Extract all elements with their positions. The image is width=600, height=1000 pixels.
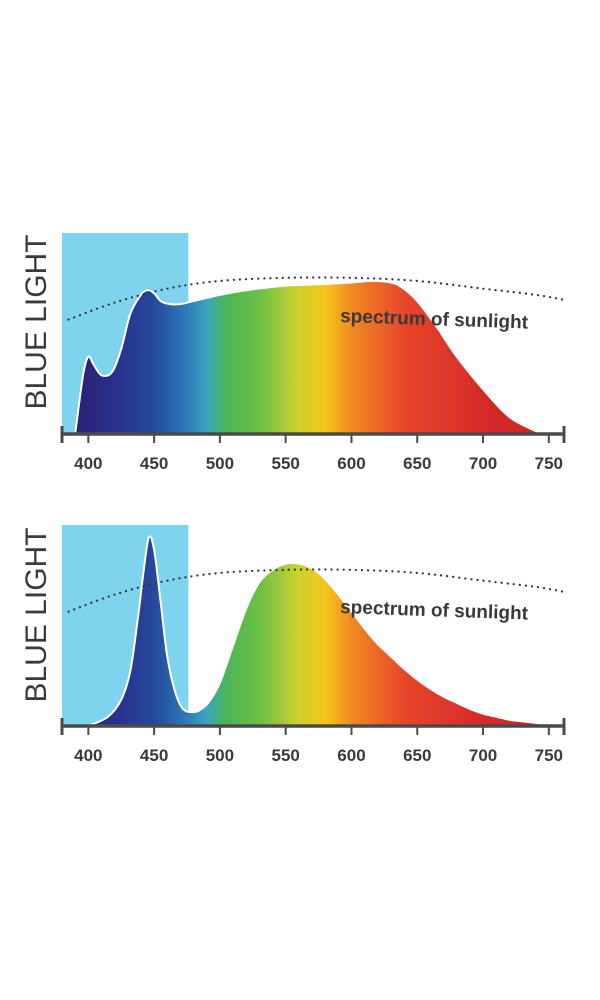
x-tick-label-650: 650: [403, 454, 431, 473]
x-tick-label-400: 400: [74, 454, 102, 473]
x-tick-label-450: 450: [140, 746, 168, 765]
spectrum-outline: [74, 279, 547, 435]
x-tick-label-550: 550: [271, 746, 299, 765]
x-tick-label-600: 600: [337, 746, 365, 765]
x-tick-label-750: 750: [535, 746, 563, 765]
y-axis-label: BLUE LIGHT: [20, 234, 53, 409]
sunlight-spectrum-dotted-line: [67, 276, 564, 321]
x-tick-label-450: 450: [140, 454, 168, 473]
chart-panel-2: spectrum of sunlight BLUE LIGHT 400 450 500 5…: [20, 525, 566, 765]
sunlight-annotation: spectrum of sunlight: [340, 597, 529, 625]
x-tick-label-400: 400: [74, 746, 102, 765]
x-tick-label-600: 600: [337, 454, 365, 473]
y-axis-label: BLUE LIGHT: [20, 527, 53, 702]
x-tick-label-700: 700: [469, 746, 497, 765]
spectrum-area: [75, 280, 547, 434]
x-tick-label-550: 550: [271, 454, 299, 473]
x-tick-label-500: 500: [206, 746, 234, 765]
spectrum-outline: [87, 535, 563, 727]
sunlight-spectrum-dotted-line: [67, 568, 564, 613]
x-tick-label-700: 700: [469, 454, 497, 473]
x-tick-label-500: 500: [206, 454, 234, 473]
spectrum-area: [88, 536, 562, 726]
x-tick-label-650: 650: [403, 746, 431, 765]
x-tick-label-750: 750: [535, 454, 563, 473]
